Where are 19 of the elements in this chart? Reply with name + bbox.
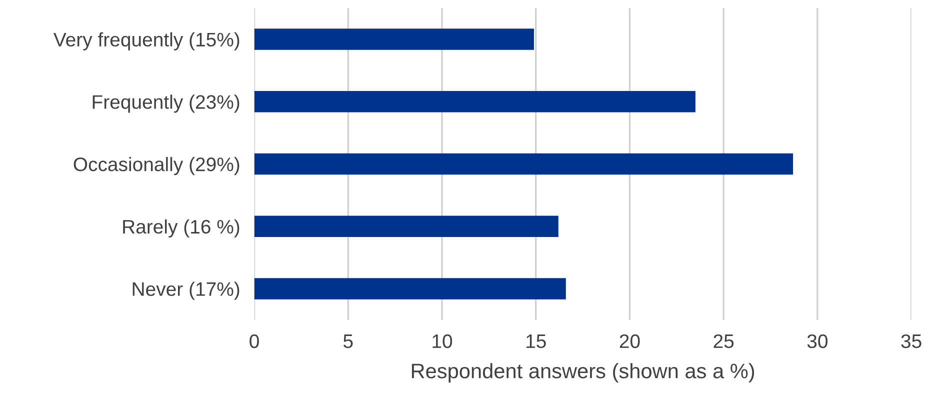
x-tick-label: 35 bbox=[901, 334, 922, 348]
bar bbox=[254, 153, 794, 175]
bar bbox=[254, 216, 558, 237]
bar bbox=[254, 91, 696, 112]
y-tick-label: Never (17%) bbox=[132, 282, 240, 300]
y-tick-label: Frequently (23%) bbox=[92, 94, 240, 113]
x-tick-label: 0 bbox=[250, 334, 259, 348]
bar bbox=[254, 28, 534, 50]
bar bbox=[254, 278, 566, 300]
x-tick-label: 15 bbox=[526, 334, 546, 348]
x-axis-title: Respondent answers (shown as a %) bbox=[412, 363, 754, 382]
y-tick-label: Occasionally (29%) bbox=[74, 156, 240, 176]
x-tick-label: 30 bbox=[807, 334, 828, 348]
y-tick-label: Very frequently (15%) bbox=[54, 32, 240, 50]
x-tick-label: 20 bbox=[620, 334, 640, 348]
x-tick-label: 5 bbox=[344, 334, 353, 348]
y-tick-label: Rarely (16 %) bbox=[123, 219, 240, 238]
x-tick-label: 25 bbox=[714, 334, 734, 348]
x-tick-label: 10 bbox=[432, 334, 452, 348]
